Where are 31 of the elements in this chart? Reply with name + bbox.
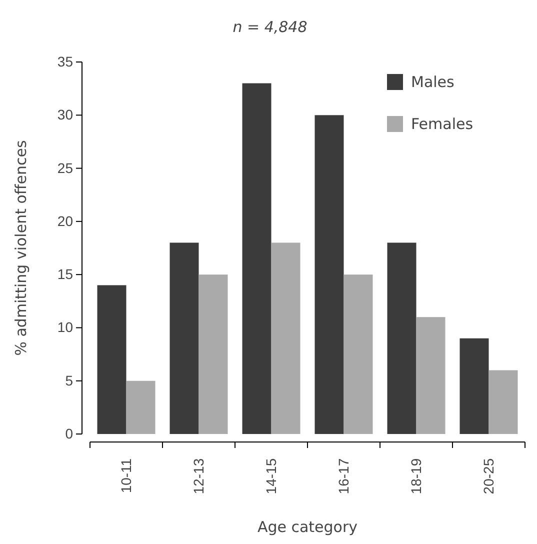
y-tick-label: 20 — [57, 212, 74, 229]
legend-label: Females — [411, 115, 474, 133]
y-tick-label: 25 — [57, 160, 74, 176]
bar — [488, 370, 518, 434]
bar — [344, 274, 373, 434]
bar — [242, 83, 272, 434]
legend-label: Males — [411, 73, 455, 91]
y-axis-title: % admitting violent offences — [12, 140, 30, 356]
chart-title: n = 4,848 — [232, 18, 308, 36]
x-tick-label: 12-13 — [190, 458, 207, 494]
bar — [416, 317, 446, 434]
y-tick-label: 0 — [65, 425, 74, 442]
bar — [170, 242, 199, 434]
y-tick-label: 10 — [57, 319, 74, 336]
y-tick-label: 5 — [65, 372, 74, 388]
y-tick-label: 15 — [57, 266, 74, 282]
x-tick-label: 16-17 — [336, 458, 352, 494]
y-tick-label: 35 — [57, 53, 74, 70]
bar — [126, 380, 156, 434]
bar — [198, 274, 228, 434]
x-axis-title: Age category — [257, 518, 358, 536]
x-tick-label: 10-11 — [118, 458, 134, 494]
x-tick-label: 20-25 — [480, 458, 497, 494]
bar — [460, 338, 489, 434]
x-tick-label: 14-15 — [263, 458, 280, 494]
bar — [97, 285, 126, 434]
y-tick-label: 30 — [57, 106, 74, 123]
bar — [314, 115, 344, 434]
x-tick-label: 18-19 — [408, 458, 424, 494]
bar — [271, 242, 300, 434]
bar — [387, 242, 416, 434]
